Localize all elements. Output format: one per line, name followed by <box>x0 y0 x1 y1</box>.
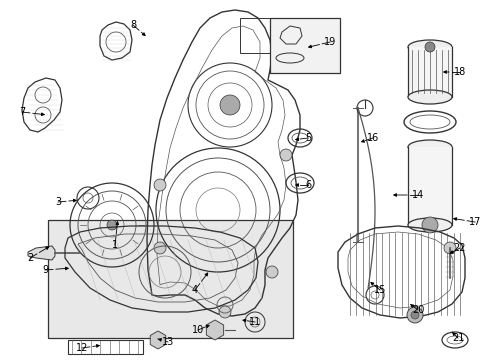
Circle shape <box>154 179 165 191</box>
Bar <box>407 47 451 97</box>
Text: 18: 18 <box>453 67 465 77</box>
Text: 10: 10 <box>191 325 203 335</box>
Text: 17: 17 <box>468 217 480 227</box>
Text: 22: 22 <box>453 243 465 253</box>
Circle shape <box>443 242 455 254</box>
Text: 5: 5 <box>304 133 310 143</box>
Ellipse shape <box>407 140 451 154</box>
Text: 16: 16 <box>366 133 378 143</box>
Ellipse shape <box>407 218 451 232</box>
Text: 15: 15 <box>373 285 386 295</box>
Circle shape <box>107 220 117 230</box>
Bar <box>68 340 142 354</box>
Polygon shape <box>28 246 55 260</box>
Polygon shape <box>206 320 223 340</box>
Text: 3: 3 <box>55 197 61 207</box>
Circle shape <box>219 306 230 318</box>
Text: 4: 4 <box>192 285 198 295</box>
Text: 1: 1 <box>112 240 118 250</box>
Text: 9: 9 <box>42 265 48 275</box>
Text: 11: 11 <box>248 317 261 327</box>
Bar <box>269 18 339 73</box>
Circle shape <box>154 242 165 254</box>
Text: 20: 20 <box>411 305 423 315</box>
Circle shape <box>220 95 240 115</box>
Text: 19: 19 <box>323 37 335 47</box>
Circle shape <box>410 311 418 319</box>
Circle shape <box>424 42 434 52</box>
Bar <box>48 220 292 338</box>
Text: 6: 6 <box>305 180 310 190</box>
Circle shape <box>421 217 437 233</box>
Text: 13: 13 <box>162 337 174 347</box>
Ellipse shape <box>407 40 451 54</box>
Text: 7: 7 <box>19 107 25 117</box>
Circle shape <box>406 307 422 323</box>
Text: 12: 12 <box>76 343 88 353</box>
Bar <box>240 18 285 53</box>
Circle shape <box>280 149 291 161</box>
Polygon shape <box>150 331 165 349</box>
Text: 21: 21 <box>451 333 463 343</box>
Circle shape <box>265 266 278 278</box>
Bar <box>407 147 451 225</box>
Text: 2: 2 <box>27 253 33 263</box>
Text: 8: 8 <box>130 20 136 30</box>
Ellipse shape <box>407 90 451 104</box>
Text: 14: 14 <box>411 190 423 200</box>
